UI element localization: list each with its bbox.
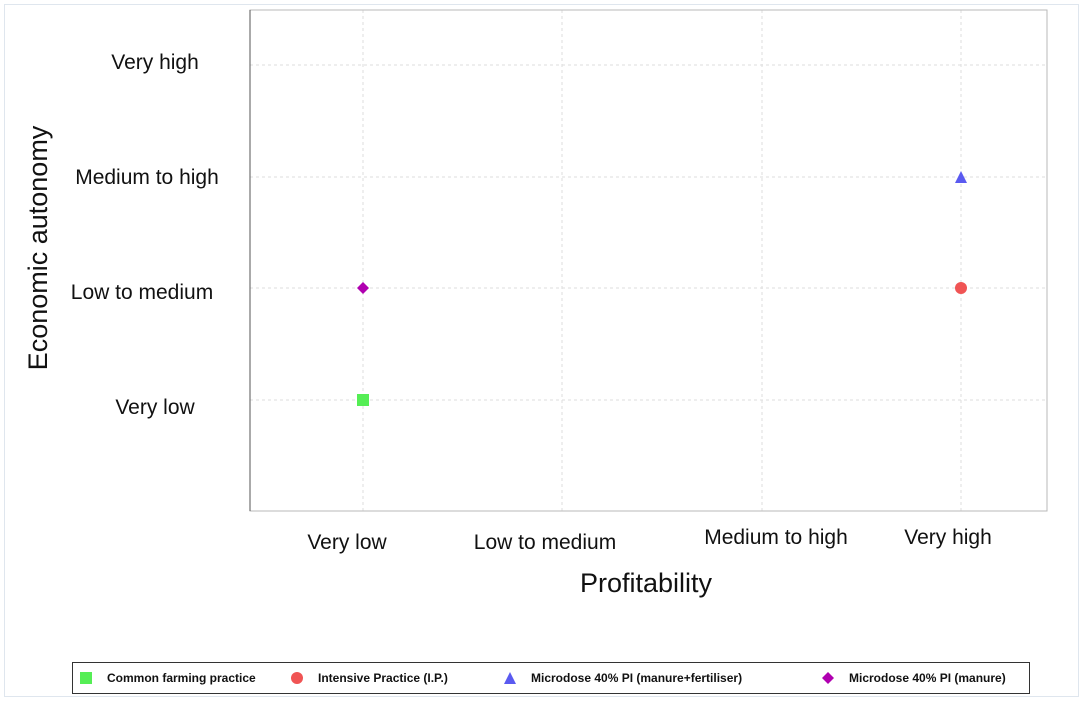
y-tick-label: Very high bbox=[111, 51, 199, 74]
legend-label: Common farming practice bbox=[107, 671, 256, 685]
data-point-circle bbox=[955, 282, 967, 294]
legend-symbol-circle bbox=[291, 672, 303, 684]
legend-symbol-diamond bbox=[822, 672, 834, 684]
x-tick-label: Very low bbox=[307, 531, 387, 554]
y-tick-label: Medium to high bbox=[75, 166, 219, 189]
chart-svg: Very low Low to medium Medium to high Very … bbox=[23, 9, 1048, 598]
legend-label: Microdose 40% PI (manure+fertiliser) bbox=[531, 671, 743, 685]
grid-lines bbox=[250, 10, 1047, 511]
legend-marker-triangle bbox=[504, 672, 516, 684]
x-axis-title: Profitability bbox=[580, 568, 713, 598]
data-points bbox=[357, 171, 967, 406]
chart-frame bbox=[4, 4, 1079, 697]
legend-symbol-triangle bbox=[504, 672, 516, 684]
legend-item: Intensive Practice (I.P.) bbox=[290, 663, 448, 693]
legend-symbol-square bbox=[80, 672, 92, 684]
x-tick-label: Low to medium bbox=[474, 531, 616, 554]
legend-item: Common farming practice bbox=[79, 663, 256, 693]
legend-item: Microdose 40% PI (manure+fertiliser) bbox=[503, 663, 742, 693]
legend-item: Microdose 40% PI (manure) bbox=[821, 663, 1006, 693]
legend-marker-circle bbox=[291, 672, 303, 684]
y-tick-labels: Very low Low to medium Medium to high Very … bbox=[71, 51, 219, 419]
y-axis-title: Economic autonomy bbox=[23, 125, 53, 370]
data-point-square bbox=[357, 394, 369, 406]
data-point-triangle bbox=[955, 171, 967, 183]
legend-marker-diamond bbox=[822, 672, 834, 684]
data-point-diamond bbox=[357, 282, 369, 294]
plot-area bbox=[249, 9, 1048, 512]
x-tick-labels: Very low Low to medium Medium to high Very … bbox=[307, 526, 991, 554]
legend-label: Intensive Practice (I.P.) bbox=[318, 671, 448, 685]
legend-label: Microdose 40% PI (manure) bbox=[849, 671, 1006, 685]
x-tick-label: Medium to high bbox=[704, 526, 848, 549]
x-tick-label: Very high bbox=[904, 526, 992, 549]
y-tick-label: Low to medium bbox=[71, 281, 213, 304]
legend: Common farming practice Intensive Practic… bbox=[72, 662, 1030, 694]
y-tick-label: Very low bbox=[115, 396, 195, 419]
legend-marker-square bbox=[80, 672, 92, 684]
